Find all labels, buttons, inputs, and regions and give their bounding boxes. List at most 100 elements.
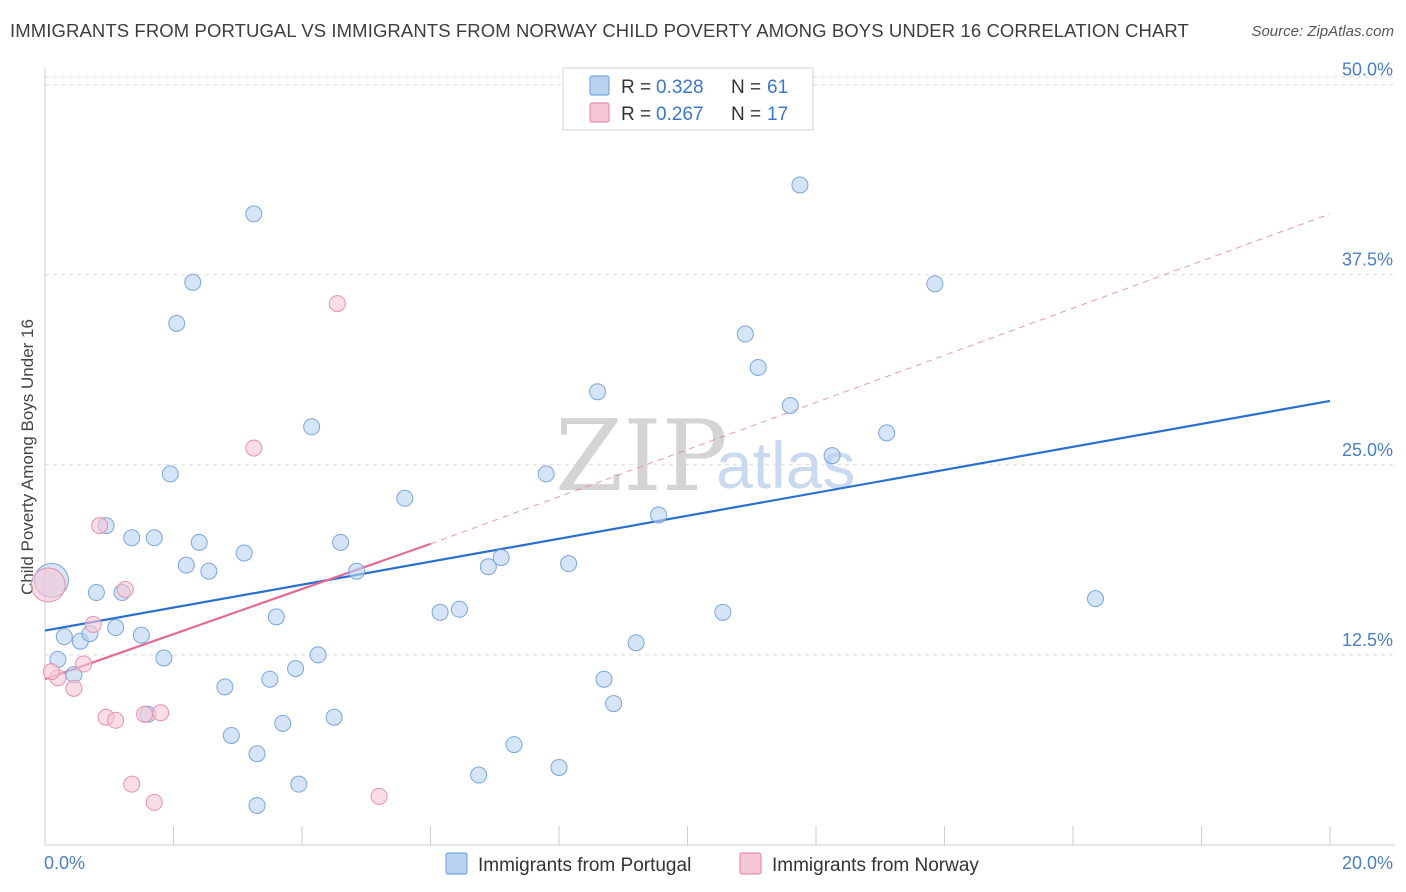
point-portugal-26 [261,670,279,688]
point-portugal-23 [235,544,253,562]
y-axis-label: Child Poverty Among Boys Under 16 [18,319,37,595]
point-portugal-42 [505,736,523,754]
legend-n-value-portugal: 61 [767,77,788,98]
point-portugal-53 [749,358,767,376]
legend-n-value-norway: 17 [767,104,788,125]
point-portugal-16 [168,314,186,332]
point-norway-2 [65,679,83,697]
legend-n-label-norway: N = [731,104,761,125]
point-portugal-36 [396,489,414,507]
trend-line-portugal [44,399,1331,632]
point-portugal-45 [560,555,578,573]
watermark: ZIP atlas [555,400,855,514]
bottom-legend-swatch-portugal [445,852,468,875]
point-portugal-57 [878,424,896,442]
point-portugal-52 [736,325,754,343]
point-norway-11 [145,793,163,811]
point-portugal-25 [248,745,266,763]
point-portugal-33 [325,708,343,726]
point-portugal-38 [450,600,468,618]
legend-r-label-portugal: R = [621,77,651,98]
point-portugal-56 [823,447,841,465]
point-portugal-49 [627,634,645,652]
point-norway-8 [116,581,134,599]
point-portugal-34 [332,533,350,551]
point-portugal-8 [107,619,125,637]
point-portugal-54 [781,396,799,414]
point-portugal-22 [222,727,240,745]
gridlines [45,76,1395,656]
point-norway-4 [84,615,102,633]
x-tick-labels: 0.0% 20.0% [44,853,1393,873]
y-tick-labels: 12.5% 25.0% 37.5% 50.0% [1342,60,1393,650]
bottom-legend-swatch-norway [739,852,762,875]
x-tick-label-min: 0.0% [44,853,85,873]
chart-title: IMMIGRANTS FROM PORTUGAL VS IMMIGRANTS F… [10,20,1189,41]
y-tick-label-0: 12.5% [1342,630,1393,650]
point-portugal-43 [537,465,555,483]
y-tick-label-2: 37.5% [1342,250,1393,270]
point-portugal-37 [431,603,449,621]
point-portugal-59 [1086,590,1104,608]
point-norway-5 [91,517,109,535]
point-portugal-41 [492,549,510,567]
point-portugal-29 [287,660,305,678]
point-portugal-31 [303,418,321,436]
point-portugal-24 [245,205,263,223]
point-portugal-60 [248,796,266,814]
point-portugal-40 [479,558,497,576]
point-portugal-28 [274,714,292,732]
legend-r-value-norway: 0.267 [656,104,704,125]
point-portugal-30 [290,775,308,793]
trend-line-norway-extension [430,213,1331,545]
point-norway-3 [75,655,93,673]
axes [44,68,1395,846]
bottom-legend-label-norway: Immigrants from Norway [772,855,979,876]
point-portugal-13 [145,529,163,547]
point-portugal-58 [926,275,944,293]
point-portugal-46 [589,383,607,401]
point-portugal-2 [55,628,73,646]
source-credit: Source: ZipAtlas.com [1251,23,1394,40]
point-portugal-44 [550,758,568,776]
legend-swatch-portugal [589,75,610,96]
point-portugal-15 [161,465,179,483]
point-norway-13 [245,439,263,457]
watermark-zip: ZIP [555,400,728,514]
series-norway-points [30,295,388,811]
point-norway-0 [30,567,66,603]
point-portugal-32 [309,646,327,664]
y-tick-label-3: 50.0% [1342,60,1393,80]
point-portugal-20 [200,562,218,580]
point-portugal-51 [714,603,732,621]
point-portugal-55 [791,176,809,194]
point-portugal-39 [470,766,488,784]
point-portugal-35 [348,562,366,580]
point-portugal-47 [595,670,613,688]
point-portugal-21 [216,678,234,696]
point-norway-16 [42,663,60,681]
watermark-atlas: atlas [716,428,855,502]
trend-line-norway [44,542,431,681]
x-tick-label-max: 20.0% [1342,853,1393,873]
point-portugal-27 [267,608,285,626]
legend-n-label-portugal: N = [731,77,761,98]
legend-swatch-norway [589,102,610,123]
point-norway-10 [136,705,154,723]
legend-r-value-portugal: 0.328 [656,77,704,98]
point-norway-9 [123,775,141,793]
point-portugal-50 [650,506,668,524]
trend-lines [44,213,1331,681]
point-portugal-10 [123,529,141,547]
point-portugal-14 [155,649,173,667]
point-norway-12 [152,704,170,722]
y-tick-label-1: 25.0% [1342,440,1393,460]
point-portugal-17 [177,556,195,574]
stats-legend: R = 0.328 N = 61 R = 0.267 N = 17 [562,67,814,131]
point-portugal-11 [132,626,150,644]
point-portugal-6 [87,584,105,602]
bottom-legend-label-portugal: Immigrants from Portugal [478,855,691,876]
point-norway-14 [328,295,346,313]
point-portugal-48 [605,695,623,713]
